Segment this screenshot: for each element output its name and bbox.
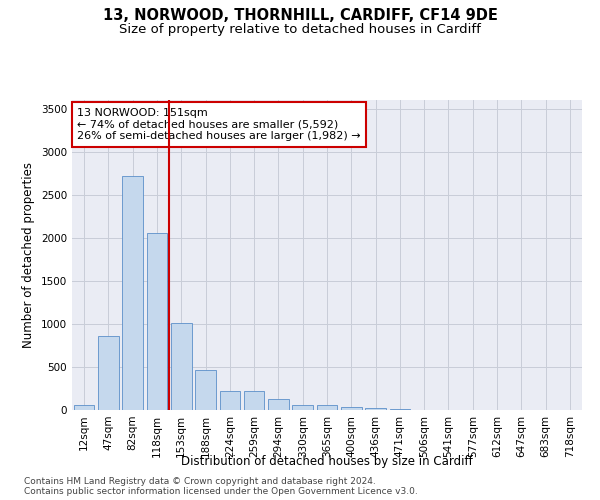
Text: Contains public sector information licensed under the Open Government Licence v3: Contains public sector information licen…: [24, 488, 418, 496]
Bar: [98, 336, 119, 410]
Bar: [195, 370, 216, 410]
Text: 13, NORWOOD, THORNHILL, CARDIFF, CF14 9DE: 13, NORWOOD, THORNHILL, CARDIFF, CF14 9D…: [103, 8, 497, 22]
Bar: [146, 232, 167, 410]
Bar: [220, 391, 240, 410]
Bar: [74, 406, 94, 410]
Text: Contains HM Land Registry data © Crown copyright and database right 2024.: Contains HM Land Registry data © Crown c…: [24, 478, 376, 486]
Text: 13 NORWOOD: 151sqm
← 74% of detached houses are smaller (5,592)
26% of semi-deta: 13 NORWOOD: 151sqm ← 74% of detached hou…: [77, 108, 361, 141]
Bar: [341, 408, 362, 410]
Text: Size of property relative to detached houses in Cardiff: Size of property relative to detached ho…: [119, 22, 481, 36]
Bar: [292, 406, 313, 410]
Bar: [244, 391, 265, 410]
Bar: [389, 409, 410, 410]
Bar: [317, 406, 337, 410]
Bar: [365, 408, 386, 410]
Text: Distribution of detached houses by size in Cardiff: Distribution of detached houses by size …: [181, 455, 473, 468]
Y-axis label: Number of detached properties: Number of detached properties: [22, 162, 35, 348]
Bar: [122, 176, 143, 410]
Bar: [268, 399, 289, 410]
Bar: [171, 323, 191, 410]
